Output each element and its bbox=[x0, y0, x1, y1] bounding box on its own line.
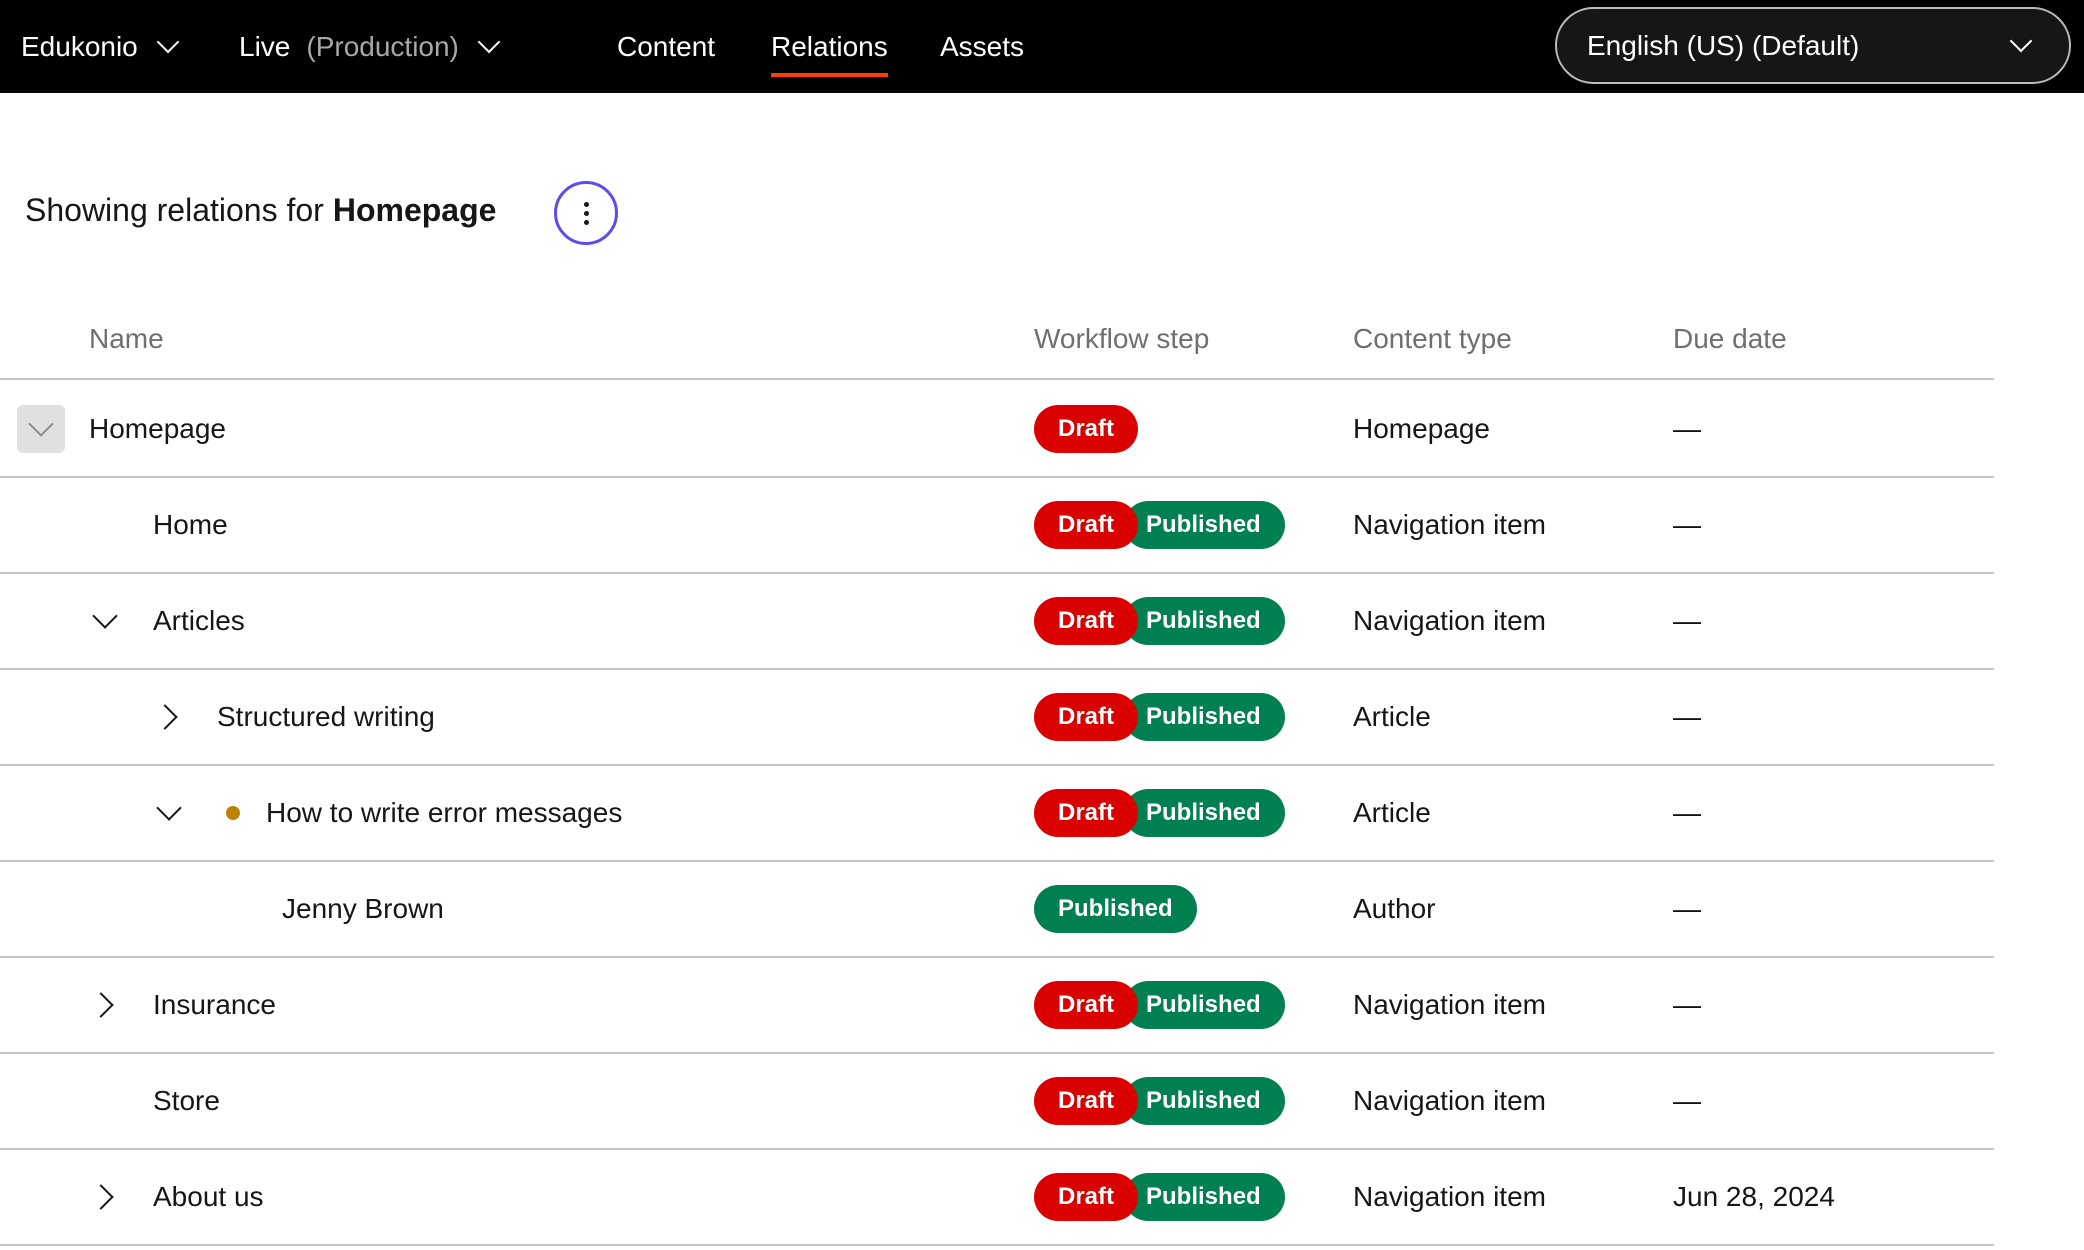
table-header: Name Workflow step Content type Due date bbox=[0, 300, 1994, 380]
table-row[interactable]: Store Draft Published Navigation item — bbox=[0, 1054, 1994, 1150]
project-name: Edukonio bbox=[21, 30, 138, 62]
status-badge-published: Published bbox=[1034, 885, 1197, 933]
content-type: Author bbox=[1353, 893, 1436, 924]
due-date: Jun 28, 2024 bbox=[1673, 1181, 1835, 1212]
content-type: Navigation item bbox=[1353, 1085, 1546, 1116]
page-title: Showing relations for Homepage bbox=[25, 192, 496, 229]
collapse-button[interactable] bbox=[145, 789, 193, 837]
table-row[interactable]: About us Draft Published Navigation item Jun… bbox=[0, 1150, 1994, 1246]
chevron-down-icon bbox=[156, 30, 180, 53]
row-name[interactable]: Store bbox=[153, 1085, 220, 1116]
language-value: English (US) (Default) bbox=[1587, 29, 1860, 61]
due-date: — bbox=[1673, 797, 1701, 828]
table-row[interactable]: Homepage Draft Homepage — bbox=[0, 382, 1994, 478]
title-item: Homepage bbox=[332, 192, 497, 228]
more-actions-button[interactable] bbox=[554, 181, 618, 245]
column-due-date: Due date bbox=[1673, 323, 1787, 354]
status-badge-published: Published bbox=[1124, 501, 1285, 549]
status-badge-published: Published bbox=[1124, 1173, 1285, 1221]
title-prefix: Showing relations for bbox=[25, 192, 324, 228]
kebab-icon bbox=[583, 201, 589, 207]
project-switcher[interactable]: Edukonio bbox=[21, 0, 180, 93]
chevron-right-icon bbox=[88, 992, 114, 1018]
workflow-badges: Draft Published bbox=[1034, 1173, 1285, 1221]
collapse-button[interactable] bbox=[81, 597, 129, 645]
table-row[interactable]: Jenny Brown Published Author — bbox=[0, 862, 1994, 958]
due-date: — bbox=[1673, 413, 1701, 444]
row-name[interactable]: Jenny Brown bbox=[282, 893, 444, 924]
workflow-badges: Draft Published bbox=[1034, 693, 1285, 741]
workflow-badges: Draft bbox=[1034, 405, 1139, 453]
due-date: — bbox=[1673, 1085, 1701, 1116]
expand-button[interactable] bbox=[81, 981, 129, 1029]
row-name[interactable]: About us bbox=[153, 1181, 264, 1212]
content-type: Navigation item bbox=[1353, 509, 1546, 540]
due-date: — bbox=[1673, 701, 1701, 732]
chevron-right-icon bbox=[152, 704, 178, 730]
content-type: Navigation item bbox=[1353, 1181, 1546, 1212]
content-type: Homepage bbox=[1353, 413, 1490, 444]
workflow-badges: Draft Published bbox=[1034, 1077, 1285, 1125]
table-row[interactable]: Insurance Draft Published Navigation item — bbox=[0, 958, 1994, 1054]
status-badge-published: Published bbox=[1124, 789, 1285, 837]
table-row[interactable]: Home Draft Published Navigation item — bbox=[0, 478, 1994, 574]
status-badge-draft: Draft bbox=[1034, 501, 1139, 549]
due-date: — bbox=[1673, 989, 1701, 1020]
top-bar: Edukonio Live (Production) Content Relati… bbox=[0, 0, 2084, 93]
workflow-badges: Draft Published bbox=[1034, 597, 1285, 645]
status-badge-draft: Draft bbox=[1034, 981, 1139, 1029]
due-date: — bbox=[1673, 509, 1701, 540]
chevron-down-icon bbox=[477, 30, 501, 53]
content-type: Article bbox=[1353, 701, 1431, 732]
status-badge-draft: Draft bbox=[1034, 1173, 1139, 1221]
column-content-type: Content type bbox=[1353, 323, 1512, 354]
status-badge-published: Published bbox=[1124, 981, 1285, 1029]
row-name[interactable]: Articles bbox=[153, 605, 245, 636]
workflow-badges: Draft Published bbox=[1034, 789, 1285, 837]
chevron-down-icon bbox=[28, 411, 54, 437]
status-badge-draft: Draft bbox=[1034, 405, 1139, 453]
status-dot-icon bbox=[226, 806, 240, 820]
table-row[interactable]: Articles Draft Published Navigation item — bbox=[0, 574, 1994, 670]
environment-note: (Production) bbox=[306, 30, 459, 62]
column-name: Name bbox=[89, 323, 164, 354]
due-date: — bbox=[1673, 605, 1701, 636]
workflow-badges: Published bbox=[1034, 885, 1197, 933]
tab-relations[interactable]: Relations bbox=[771, 0, 888, 93]
tab-assets[interactable]: Assets bbox=[940, 30, 1025, 62]
chevron-down-icon bbox=[92, 603, 118, 629]
status-badge-draft: Draft bbox=[1034, 1077, 1139, 1125]
column-workflow-step: Workflow step bbox=[1034, 323, 1210, 354]
chevron-down-icon bbox=[156, 795, 182, 821]
workflow-badges: Draft Published bbox=[1034, 981, 1285, 1029]
content-type: Navigation item bbox=[1353, 605, 1546, 636]
expand-button[interactable] bbox=[81, 1173, 129, 1221]
row-name[interactable]: Home bbox=[153, 509, 228, 540]
status-badge-draft: Draft bbox=[1034, 693, 1139, 741]
table-row[interactable]: How to write error messages Draft Publishe… bbox=[0, 766, 1994, 862]
row-name[interactable]: How to write error messages bbox=[266, 797, 623, 828]
status-badge-draft: Draft bbox=[1034, 597, 1139, 645]
row-name[interactable]: Structured writing bbox=[217, 701, 435, 732]
language-select[interactable]: English (US) (Default) bbox=[1555, 7, 2071, 84]
row-name[interactable]: Insurance bbox=[153, 989, 276, 1020]
content-type: Article bbox=[1353, 797, 1431, 828]
status-badge-published: Published bbox=[1124, 597, 1285, 645]
expand-button[interactable] bbox=[145, 693, 193, 741]
status-badge-published: Published bbox=[1124, 1077, 1285, 1125]
workflow-badges: Draft Published bbox=[1034, 501, 1285, 549]
chevron-right-icon bbox=[88, 1184, 114, 1210]
environment-switcher[interactable]: Live (Production) bbox=[239, 0, 501, 93]
row-name[interactable]: Homepage bbox=[89, 413, 226, 444]
content-type: Navigation item bbox=[1353, 989, 1546, 1020]
environment-name: Live bbox=[239, 30, 291, 62]
chevron-down-icon bbox=[2009, 29, 2033, 52]
status-badge-draft: Draft bbox=[1034, 789, 1139, 837]
table-row[interactable]: Structured writing Draft Published Article — bbox=[0, 670, 1994, 766]
due-date: — bbox=[1673, 893, 1701, 924]
status-badge-published: Published bbox=[1124, 693, 1285, 741]
collapse-button[interactable] bbox=[17, 405, 65, 453]
tab-content[interactable]: Content bbox=[617, 30, 716, 62]
